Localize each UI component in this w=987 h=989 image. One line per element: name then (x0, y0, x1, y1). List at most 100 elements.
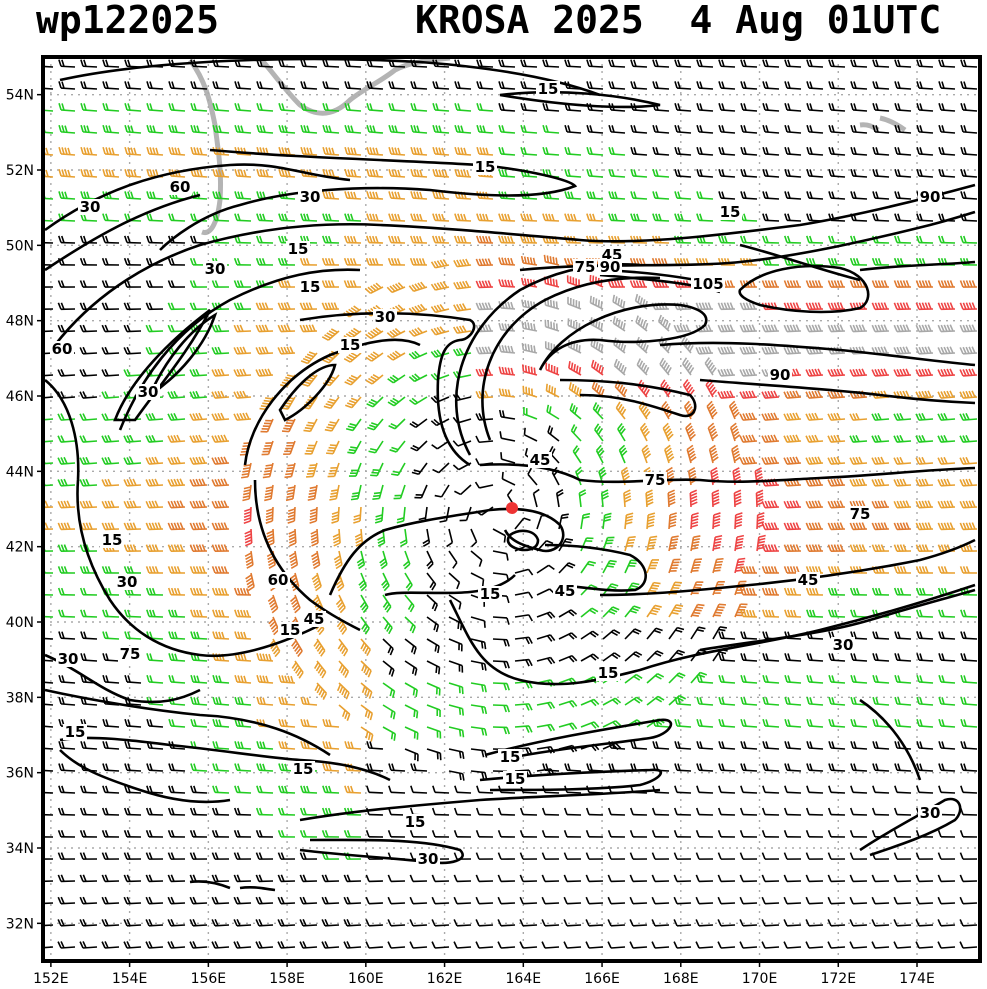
wind-barb (404, 572, 413, 592)
wind-barb (894, 81, 912, 90)
wind-barb (558, 562, 576, 574)
wind-barb (718, 81, 736, 90)
wind-barb (386, 282, 406, 294)
wind-barb (123, 522, 142, 531)
wind-barb (367, 418, 384, 431)
wind-barb (849, 434, 868, 443)
lat-tick-label: 44N (6, 464, 34, 480)
wind-barb (145, 500, 164, 509)
wind-barb (58, 146, 76, 156)
wind-barb (167, 280, 186, 288)
wind-barb (43, 87, 54, 90)
wind-barb (959, 280, 978, 288)
wind-barb (652, 169, 670, 178)
wind-barb (265, 506, 274, 524)
wind-barb (408, 373, 428, 383)
wind-barb (211, 280, 230, 288)
wind-barb (849, 412, 868, 421)
wind-barb (704, 357, 717, 376)
wind-barb (475, 346, 494, 355)
wind-barb (938, 59, 956, 68)
wind-barb (388, 146, 406, 156)
wind-barb (189, 302, 208, 311)
wind-barb (784, 169, 802, 178)
wind-barb (256, 169, 274, 178)
wind-barb (590, 359, 605, 376)
wind-barb (322, 124, 340, 134)
wind-barb (646, 535, 658, 552)
wind-barb (211, 412, 230, 421)
wind-barb (123, 369, 142, 377)
wind-barb (365, 257, 384, 266)
wind-barb (211, 522, 230, 531)
wind-barb (915, 478, 934, 487)
wind-barb (476, 81, 494, 90)
wind-barb (806, 124, 824, 134)
wind-barb (167, 566, 186, 574)
wind-barb (123, 257, 142, 266)
latitude-axis: 54N 52N 50N 48N 46N 44N 42N 40N 38N 36N 34N 32N (6, 88, 43, 932)
wind-barb (43, 418, 54, 421)
wind-barb (410, 103, 428, 112)
wind-barb (299, 324, 318, 333)
wind-barb (80, 124, 98, 134)
wind-barb (168, 146, 186, 156)
wind-barb (805, 235, 824, 244)
lon-tick-label: 154E (112, 971, 148, 987)
wind-barb (278, 103, 296, 112)
wind-barb (586, 81, 604, 90)
contour-label: 15 (480, 585, 501, 603)
wind-barb (608, 213, 626, 222)
contour-label: 15 (500, 748, 521, 766)
wind-barb (167, 434, 186, 443)
wind-barb (453, 280, 472, 290)
wind-barb (366, 124, 384, 134)
wind-barb (168, 81, 186, 90)
wind-barb (872, 191, 890, 200)
wind-barb (783, 434, 802, 443)
wind-barb (387, 235, 406, 244)
wind-barb (189, 368, 208, 377)
wind-barb (168, 213, 186, 222)
contour-label: 15 (340, 336, 361, 354)
wind-barb (761, 566, 780, 574)
wind-barb (350, 484, 362, 501)
wind-barb (805, 522, 824, 531)
wind-barb (915, 368, 934, 377)
wind-barb (916, 169, 934, 178)
wind-barb (101, 235, 120, 244)
wind-barb (498, 344, 516, 354)
contour-label: 15 (280, 621, 301, 639)
wind-barb (761, 235, 780, 244)
wind-barb (828, 146, 846, 156)
wind-barb (79, 413, 98, 421)
wind-barb (498, 146, 516, 156)
wind-barb (278, 124, 296, 134)
wind-barb (915, 566, 934, 574)
wind-barb (332, 528, 341, 547)
wind-barb (690, 512, 699, 530)
wind-barb (615, 401, 627, 420)
wind-barb (321, 328, 340, 341)
wind-barb (58, 169, 76, 178)
wind-barb (572, 445, 582, 464)
wind-barb (255, 346, 274, 355)
wind-barb (321, 257, 340, 266)
contour-label: 60 (52, 340, 73, 358)
wind-barb (872, 103, 890, 112)
wind-barb (762, 146, 780, 156)
wind-barb (696, 124, 714, 134)
wind-barb (101, 324, 120, 333)
wind-barb (893, 412, 912, 421)
wind-barb (498, 81, 516, 90)
contour-label: 15 (288, 240, 309, 258)
wind-barb (124, 191, 142, 200)
wind-barb (145, 566, 164, 574)
wind-barb (348, 462, 362, 477)
wind-barb (542, 213, 560, 222)
wind-barb (262, 462, 274, 479)
wind-barb (324, 418, 340, 432)
wind-barb (959, 522, 978, 531)
wind-barb (543, 254, 560, 266)
wind-barb (356, 550, 366, 570)
